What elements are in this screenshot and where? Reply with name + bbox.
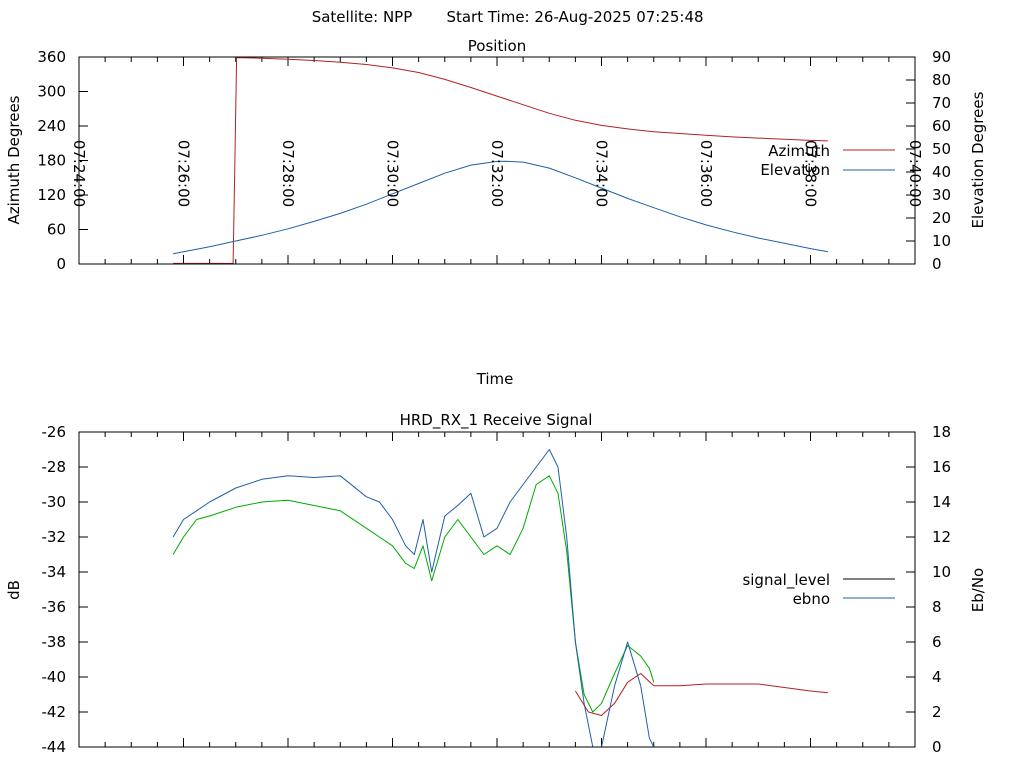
position-y-tick-label: 60 <box>47 221 66 239</box>
position-y2-tick-label: 70 <box>932 94 951 112</box>
signal-y-tick-label: -26 <box>42 423 67 441</box>
start-time-label: Start Time: 26-Aug-2025 07:25:48 <box>446 8 703 26</box>
signal-y-tick-label: -30 <box>42 493 67 511</box>
signal-y-tick-label: -28 <box>42 458 67 476</box>
position-y-tick-label: 300 <box>37 83 66 101</box>
receive-signal-chart: HRD_RX_1 Receive Signal -26 -28 -30 -32 -34 -… <box>5 411 987 756</box>
receive-signal-chart-frame <box>78 431 916 748</box>
position-x-tick-label: 07:36:00 <box>697 140 715 207</box>
signal-y-tick-label: -40 <box>42 668 67 686</box>
position-y-tick-label: 240 <box>37 117 66 135</box>
signal-y2-tick-label: 4 <box>932 668 942 686</box>
satellite-label: Satellite: NPP <box>312 8 413 26</box>
position-elevation-line <box>173 160 828 255</box>
signal-y2-tick-label: 18 <box>932 423 951 441</box>
signal-y2-tick-label: 14 <box>932 493 951 511</box>
signal-post-los-line <box>574 673 828 716</box>
position-y2-tick-label: 10 <box>932 232 951 250</box>
signal-signal-level-line <box>172 475 655 713</box>
receive-signal-chart-title: HRD_RX_1 Receive Signal <box>400 411 593 430</box>
signal-y2-tick-label: 16 <box>932 458 951 476</box>
signal-ebno-line <box>172 449 655 748</box>
position-y2-tick-label: 60 <box>932 117 951 135</box>
position-y2-tick-label: 50 <box>932 140 951 158</box>
position-y-tick-label: 180 <box>37 152 66 170</box>
position-y2-tick-label: 20 <box>932 209 951 227</box>
position-chart: Position 07:24:00 07:26:00 07:28:00 07:30:0… <box>5 37 987 388</box>
signal-y-tick-label: -42 <box>42 703 67 721</box>
position-x-tick-label: 07:24:00 <box>70 140 88 207</box>
position-x-tick-label: 07:32:00 <box>488 140 506 207</box>
signal-y-tick-label: -32 <box>42 528 67 546</box>
signal-y-tick-label: -34 <box>42 563 67 581</box>
position-chart-frame <box>78 56 916 265</box>
signal-y2-axis-label: Eb/No <box>969 568 987 612</box>
position-legend: Azimuth Elevation <box>760 142 895 179</box>
position-y-axis-label: Azimuth Degrees <box>5 95 23 224</box>
position-y2-tick-label: 0 <box>932 255 942 273</box>
signal-y2-tick-label: 10 <box>932 563 951 581</box>
position-y2-axis-label: Elevation Degrees <box>969 91 987 228</box>
position-y-tick-label: 120 <box>37 186 66 204</box>
position-y2-tick-label: 30 <box>932 186 951 204</box>
position-y-tick-label: 360 <box>37 48 66 66</box>
signal-y-tick-label: -36 <box>42 598 67 616</box>
signal-y-tick-label: -38 <box>42 633 67 651</box>
signal-y2-tick-label: 12 <box>932 528 951 546</box>
legend-azimuth-label: Azimuth <box>768 142 830 160</box>
signal-legend: signal_level ebno <box>742 571 895 608</box>
position-x-tick-label: 07:26:00 <box>175 140 193 207</box>
signal-y2-tick-label: 0 <box>932 738 942 756</box>
legend-ebno-label: ebno <box>793 590 830 608</box>
position-azimuth-line <box>173 57 828 264</box>
position-y2-tick-label: 40 <box>932 163 951 181</box>
position-x-tick-label: 07:30:00 <box>384 140 402 207</box>
position-chart-title: Position <box>468 37 526 55</box>
signal-y-axis-label: dB <box>5 580 23 600</box>
position-x-tick-label: 07:40:00 <box>906 140 924 207</box>
position-y2-tick-label: 80 <box>932 71 951 89</box>
position-x-axis-label: Time <box>476 370 514 388</box>
position-x-tick-label: 07:34:00 <box>593 140 611 207</box>
legend-elevation-label: Elevation <box>760 161 830 179</box>
legend-signal-level-label: signal_level <box>742 571 830 590</box>
position-x-tick-label: 07:28:00 <box>279 140 297 207</box>
signal-y-tick-label: -44 <box>42 738 67 756</box>
signal-y2-tick-label: 6 <box>932 633 942 651</box>
signal-y2-tick-label: 2 <box>932 703 942 721</box>
position-y2-tick-label: 90 <box>932 48 951 66</box>
position-x-tick-label: 07:38:00 <box>802 140 820 207</box>
signal-y2-tick-label: 8 <box>932 598 942 616</box>
position-y-tick-label: 0 <box>56 255 66 273</box>
